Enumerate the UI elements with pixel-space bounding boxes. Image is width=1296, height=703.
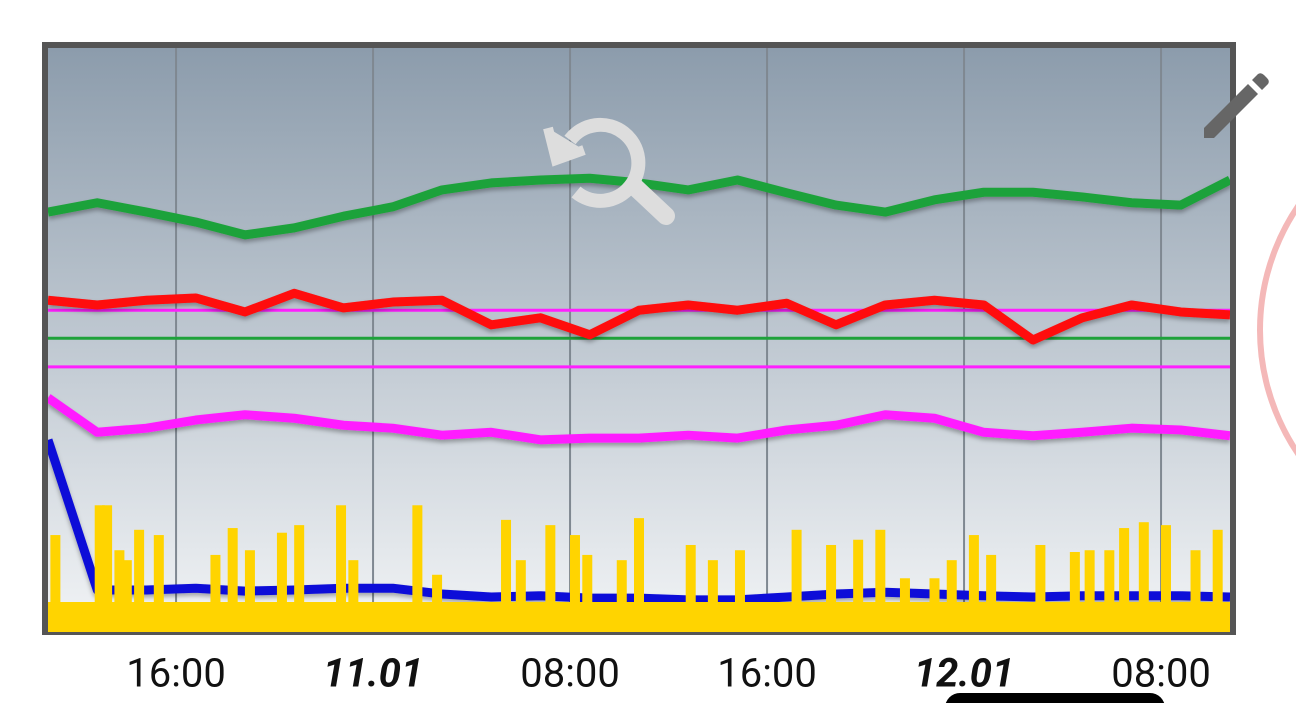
bar — [336, 505, 347, 632]
bar — [1069, 551, 1080, 632]
edit-icon[interactable] — [1204, 73, 1269, 138]
bar — [432, 574, 443, 632]
x-tick-label: 16:00 — [126, 650, 226, 697]
bar — [899, 578, 910, 632]
x-tick-label: 08:00 — [1111, 650, 1211, 697]
overlay-circle[interactable] — [1257, 110, 1296, 550]
bar — [294, 525, 305, 632]
bar — [501, 519, 512, 632]
bar — [515, 560, 526, 632]
bar — [545, 525, 556, 632]
bar — [102, 505, 113, 632]
bar — [634, 518, 644, 632]
bar — [412, 505, 423, 632]
bar — [569, 535, 580, 632]
series-line — [48, 288, 1230, 345]
bar — [826, 544, 837, 632]
bar — [707, 560, 718, 632]
bar — [94, 505, 105, 632]
bar — [121, 560, 132, 632]
x-tick-label: 08:00 — [520, 650, 620, 697]
bar — [791, 529, 802, 632]
bar — [616, 560, 627, 632]
bar — [734, 550, 745, 632]
bar — [1160, 525, 1171, 632]
bar — [1104, 550, 1115, 632]
bar — [276, 532, 287, 632]
bar — [153, 535, 164, 632]
bar — [875, 529, 886, 632]
home-indicator[interactable] — [945, 693, 1165, 703]
bar — [244, 550, 255, 632]
plot — [48, 48, 1230, 632]
bar — [1084, 550, 1095, 632]
bar — [1119, 528, 1130, 632]
bar — [348, 560, 359, 632]
bar — [50, 535, 61, 632]
bar — [134, 529, 145, 632]
bar — [986, 554, 997, 632]
reset-zoom-icon[interactable] — [543, 117, 675, 225]
bar — [929, 578, 940, 632]
x-tick-label: 11.01 — [323, 650, 423, 697]
series-line — [48, 394, 1230, 445]
x-tick-label: 16:00 — [717, 650, 817, 697]
bar — [227, 528, 238, 632]
x-tick-label: 12.01 — [914, 650, 1014, 697]
bar — [1212, 529, 1223, 632]
bar — [968, 535, 979, 632]
bar — [946, 560, 957, 632]
bar — [114, 550, 125, 632]
bar — [685, 544, 696, 632]
bar — [210, 554, 221, 632]
bar — [1138, 522, 1149, 632]
bar — [853, 539, 864, 632]
bar — [582, 554, 593, 632]
bar — [1190, 550, 1201, 632]
bar — [1035, 544, 1046, 632]
